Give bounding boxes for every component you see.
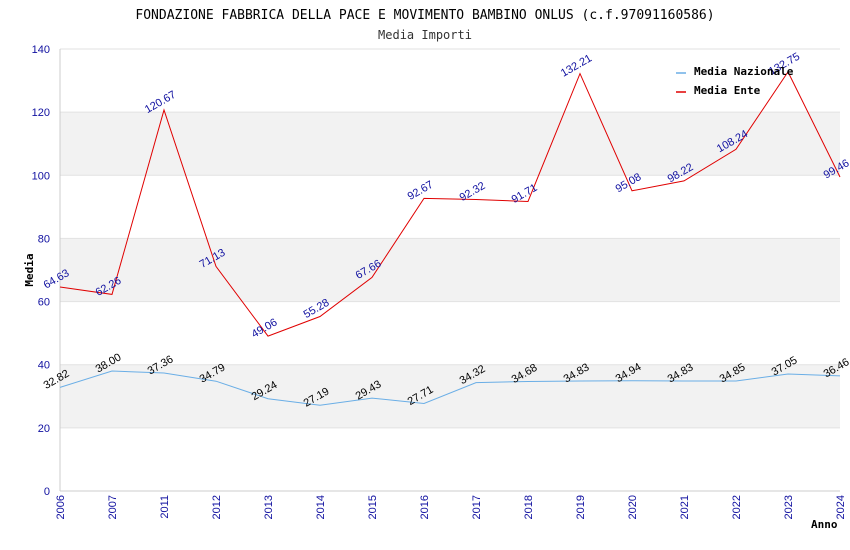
y-tick-label: 40 [38, 360, 50, 372]
series-line-media-ente [59, 70, 841, 337]
grid-band [60, 364, 840, 428]
y-tick-label: 60 [38, 297, 50, 309]
legend: Media Nazionale Media Ente [676, 65, 794, 97]
data-label: 92.67 [406, 179, 436, 203]
x-tick-label: 2017 [471, 495, 483, 519]
y-tick-labels: 0 20 40 60 80 100 120 140 [32, 44, 50, 498]
y-axis-title: Media [23, 253, 36, 286]
data-label: 92.32 [458, 180, 488, 204]
x-tick-labels: 2006 2007 2011 2012 2013 2014 2015 2016 2017 2018… [55, 495, 847, 519]
x-tick-label: 2021 [679, 495, 691, 519]
data-label: 132.21 [559, 52, 594, 79]
x-tick-label: 2016 [419, 495, 431, 519]
series-lines [59, 70, 841, 406]
y-tick-label: 0 [44, 486, 50, 498]
x-tick-label: 2020 [627, 495, 639, 519]
grid-band [60, 238, 840, 302]
grid-bands [60, 112, 840, 428]
y-tick-label: 100 [32, 170, 50, 182]
x-tick-label: 2007 [107, 495, 119, 519]
data-label: 91.71 [510, 182, 540, 206]
y-tick-label: 140 [32, 44, 50, 56]
x-tick-label: 2024 [835, 495, 847, 519]
legend-label-media-ente: Media Ente [694, 84, 761, 97]
legend-label-media-nazionale: Media Nazionale [694, 65, 794, 78]
x-tick-label: 2022 [731, 495, 743, 519]
y-tick-label: 80 [38, 233, 50, 245]
x-axis-title: Anno [811, 518, 838, 531]
x-tick-label: 2014 [315, 495, 327, 519]
x-tick-label: 2006 [55, 495, 67, 519]
x-tick-label: 2019 [575, 495, 587, 519]
chart-title: FONDAZIONE FABBRICA DELLA PACE E MOVIMEN… [135, 8, 714, 23]
x-tick-label: 2023 [783, 495, 795, 519]
y-tick-label: 120 [32, 107, 50, 119]
x-tick-label: 2015 [367, 495, 379, 519]
data-label: 49.06 [250, 316, 280, 340]
chart-subtitle: Media Importi [378, 28, 472, 42]
x-tick-label: 2011 [159, 495, 171, 519]
series-line-media-nazionale [59, 370, 841, 406]
x-tick-label: 2012 [211, 495, 223, 519]
x-tick-label: 2013 [263, 495, 275, 519]
x-tick-label: 2018 [523, 495, 535, 519]
y-tick-label: 20 [38, 423, 50, 435]
